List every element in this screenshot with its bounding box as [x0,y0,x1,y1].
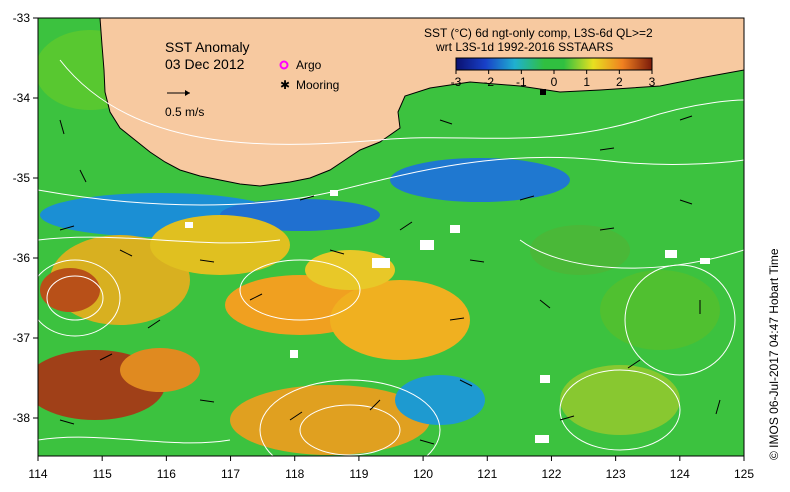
lon-tick-label: 120 [413,467,433,481]
colorbar-tick-label: 3 [649,75,656,89]
lat-tick-label: -35 [13,171,31,185]
lon-tick-label: 115 [93,467,112,481]
lat-tick-label: -38 [13,411,31,425]
colorbar-tick-label: -3 [451,75,462,89]
map-date: 03 Dec 2012 [165,56,245,72]
lon-tick-label: 117 [221,467,240,481]
lon-tick-label: 123 [606,467,626,481]
lon-tick-label: 119 [349,467,368,481]
lat-tick-label: -34 [13,91,31,105]
lon-tick-label: 118 [285,467,304,481]
ssh-contours [38,59,744,456]
anomaly-field [38,30,720,455]
missing-data-patches [185,190,710,443]
imos-credit: © IMOS 06-Jul-2017 04:47 Hobart Time [767,248,781,460]
colorbar-tick-label: -1 [516,75,527,89]
lat-tick-label: -33 [13,11,31,25]
colorbar: SST (°C) 6d ngt-only comp, L3S-6d QL>=2 … [424,26,656,89]
latitude-axis: -33 -34 -35 -36 -37 -38 [13,11,38,425]
current-vectors [59,115,721,445]
lon-tick-label: 124 [670,467,690,481]
plot-area [38,18,744,456]
lat-tick-label: -37 [13,331,31,345]
colorbar-tick-label: 1 [583,75,590,89]
mooring-icon: ✱ [280,78,290,92]
mooring-label: Mooring [296,78,339,92]
lon-tick-label: 114 [28,467,47,481]
lon-tick-label: 125 [734,467,754,481]
colorbar-tick-label: 2 [616,75,623,89]
plot-frame [37,17,745,457]
colorbar-title-1: SST (°C) 6d ngt-only comp, L3S-6d QL>=2 [424,26,653,40]
colorbar-ticks: -3 -2 -1 0 1 2 3 [451,70,656,89]
map-header: SST Anomaly 03 Dec 2012 0.5 m/s Argo ✱ M… [165,39,339,119]
colorbar-title-2: wrt L3S-1d 1992-2016 SSTAARS [435,40,613,54]
argo-label: Argo [296,58,322,72]
colorbar-tick-label: 0 [551,75,558,89]
colorbar-gradient [455,57,653,71]
lon-tick-label: 116 [157,467,176,481]
mooring-marker [540,89,546,95]
argo-icon [279,60,289,70]
scale-arrow-head [185,90,190,96]
lon-tick-label: 122 [541,467,561,481]
lon-tick-label: 121 [477,467,497,481]
colorbar-tick-label: -2 [483,75,494,89]
map-title: SST Anomaly [165,39,250,55]
current-scale-label: 0.5 m/s [165,105,204,119]
lat-tick-label: -36 [13,251,31,265]
longitude-axis: 114 115 116 117 118 119 120 121 122 123 124 125 [28,456,754,481]
